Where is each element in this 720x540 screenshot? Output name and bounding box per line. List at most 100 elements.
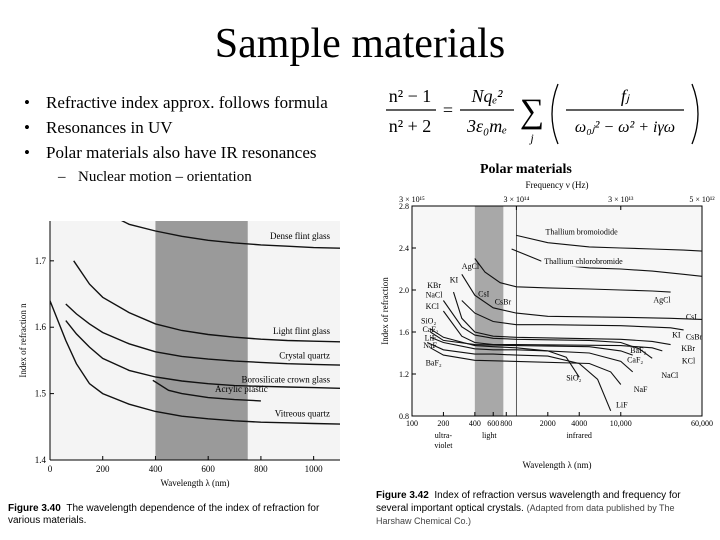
series-label: CaF₂ xyxy=(627,355,643,364)
x-tick-label: 400 xyxy=(149,464,163,474)
bullet-list: Refractive index approx. follows formula… xyxy=(24,90,328,190)
spectral-region-label: light xyxy=(482,431,497,440)
series-label: LiF xyxy=(425,333,437,342)
series-label: SiO₂ xyxy=(421,317,436,326)
series-label: SiO₂ xyxy=(566,373,581,382)
series-label: CaF₂ xyxy=(422,325,438,334)
series-line-dense-flint-glass xyxy=(120,221,340,249)
y-tick-label: 0.8 xyxy=(399,412,409,421)
series-label: KI xyxy=(450,276,459,285)
visible-light-band xyxy=(474,206,504,416)
series-label: NaCl xyxy=(426,290,444,299)
formula-right-paren xyxy=(691,83,699,145)
y-tick-label: 1.2 xyxy=(399,370,409,379)
y-tick-label: 1.4 xyxy=(35,455,47,465)
series-label: Thallium bromoiodide xyxy=(545,227,618,236)
formula-sum-index: j xyxy=(528,131,534,145)
formula-lhs-bottom: n² + 2 xyxy=(389,116,432,136)
bullet-item: Polar materials also have IR resonances xyxy=(24,140,328,165)
series-label: Vitreous quartz xyxy=(275,409,330,419)
spectral-region-label: infrared xyxy=(567,431,592,440)
x-tick-label: 4000 xyxy=(571,419,587,428)
formula: n² − 1 n² + 2 = Nqₑ² 3ε₀mₑ ∑ j fⱼ ω₀ⱼ² −… xyxy=(386,83,699,145)
y-axis-label: Index of refraction n xyxy=(18,303,28,378)
x-tick-label: 200 xyxy=(437,419,449,428)
sub-bullet-item: Nuclear motion – orientation xyxy=(24,165,328,190)
spectral-region-label: violet xyxy=(434,441,453,450)
frequency-axis-label: Frequency ν (Hz) xyxy=(525,180,588,190)
x-tick-label: 800 xyxy=(500,419,512,428)
chart-axes: Frequency ν (Hz) 3 × 10¹⁵ 3 × 10¹⁴ 3 × 10¹³… xyxy=(380,180,715,470)
series-line-sio- xyxy=(430,328,580,378)
series-label: CsBr xyxy=(495,298,512,307)
series-label: BaF₂ xyxy=(630,346,646,355)
chart-series-group xyxy=(427,234,702,412)
label-background xyxy=(541,254,649,267)
x-tick-label: 200 xyxy=(96,464,110,474)
series-label: NaF xyxy=(423,341,437,350)
x-tick-label: 800 xyxy=(254,464,268,474)
series-label: Borosilicate crown glass xyxy=(242,375,331,385)
series-line-acrylic-plastic xyxy=(152,379,261,402)
figure-label: Figure 3.40 xyxy=(8,503,61,514)
y-tick-label: 1.6 xyxy=(35,322,47,332)
series-label: Dense flint glass xyxy=(270,231,330,241)
series-label: Acrylic plastic xyxy=(215,384,268,394)
figure-caption-text: The wavelength dependence of the index o… xyxy=(8,503,320,526)
series-line-csi xyxy=(461,274,702,320)
x-tick-label: 60,000 xyxy=(691,419,713,428)
formula-term-bottom: ω₀ⱼ² − ω² + iγω xyxy=(575,119,675,136)
formula-coef-top: Nqₑ² xyxy=(470,86,503,106)
slide-title: Sample materials xyxy=(214,21,506,67)
series-label: Light flint glass xyxy=(273,326,330,336)
top-tick-label: 3 × 10¹³ xyxy=(608,195,634,204)
series-line-light-flint-glass xyxy=(73,260,340,343)
bullet-item: Resonances in UV xyxy=(24,115,328,140)
series-label: CsI xyxy=(686,312,697,321)
series-label: Thallium chlorobromide xyxy=(544,257,623,266)
x-tick-label: 10,000 xyxy=(610,419,632,428)
series-line-kbr xyxy=(452,291,671,346)
formula-equals: = xyxy=(443,100,453,120)
figure-caption-note: (Adapted from data published by The Hars… xyxy=(376,503,675,526)
series-label: KI xyxy=(672,330,681,339)
series-line-vitreous-quartz xyxy=(50,300,340,425)
x-tick-label: 600 xyxy=(201,464,215,474)
refraction-chart-3-42: Frequency ν (Hz) 3 × 10¹⁵ 3 × 10¹⁴ 3 × 10¹³… xyxy=(380,180,715,470)
series-line-agcl xyxy=(474,258,671,293)
plot-background xyxy=(412,206,702,416)
label-background xyxy=(542,225,641,238)
x-axis-label: Wavelength λ (nm) xyxy=(160,478,229,488)
spectral-region-label: ultra- xyxy=(435,431,453,440)
figure-caption-text: Index of refraction versus wavelength an… xyxy=(376,490,681,514)
series-label: KBr xyxy=(427,281,441,290)
y-axis-label: Index of refraction xyxy=(380,277,390,345)
top-tick-label: 3 × 10¹⁴ xyxy=(504,195,530,204)
series-line-borosilicate-crown-glass xyxy=(65,320,340,389)
series-line-caf- xyxy=(430,336,634,373)
series-label: Crystal quartz xyxy=(279,351,330,361)
series-label: CsI xyxy=(478,289,489,298)
plot-frame xyxy=(411,205,703,417)
series-label: NaF xyxy=(634,385,648,394)
series-label: NaCl xyxy=(661,371,679,380)
formula-term-top: fⱼ xyxy=(621,86,631,106)
series-label: KCl xyxy=(682,357,696,366)
series-line-lif xyxy=(427,341,612,412)
refraction-chart-3-40: 0 200 400 600 800 1000 1.4 1.5 1.6 1.7 Wavelength … xyxy=(18,221,340,488)
y-tick-label: 2.4 xyxy=(399,244,409,253)
series-line-csbr xyxy=(461,300,684,331)
formula-left-paren xyxy=(551,83,559,145)
series-label: BaF₂ xyxy=(426,359,442,368)
figure-label: Figure 3.42 xyxy=(376,490,429,501)
series-line-thallium-bromoiodide xyxy=(516,234,702,252)
series-label: KBr xyxy=(681,344,695,353)
x-tick-label: 1000 xyxy=(305,464,324,474)
x-axis-label: Wavelength λ (nm) xyxy=(522,460,591,470)
series-line-crystal-quartz xyxy=(65,303,340,366)
series-label: AgCl xyxy=(653,296,671,305)
x-tick-label: 0 xyxy=(48,464,53,474)
y-tick-label: 1.6 xyxy=(399,328,409,337)
chart-series-labels: Thallium bromoiodide Thallium chlorobromi… xyxy=(421,225,703,410)
chart-series-group xyxy=(50,221,340,425)
